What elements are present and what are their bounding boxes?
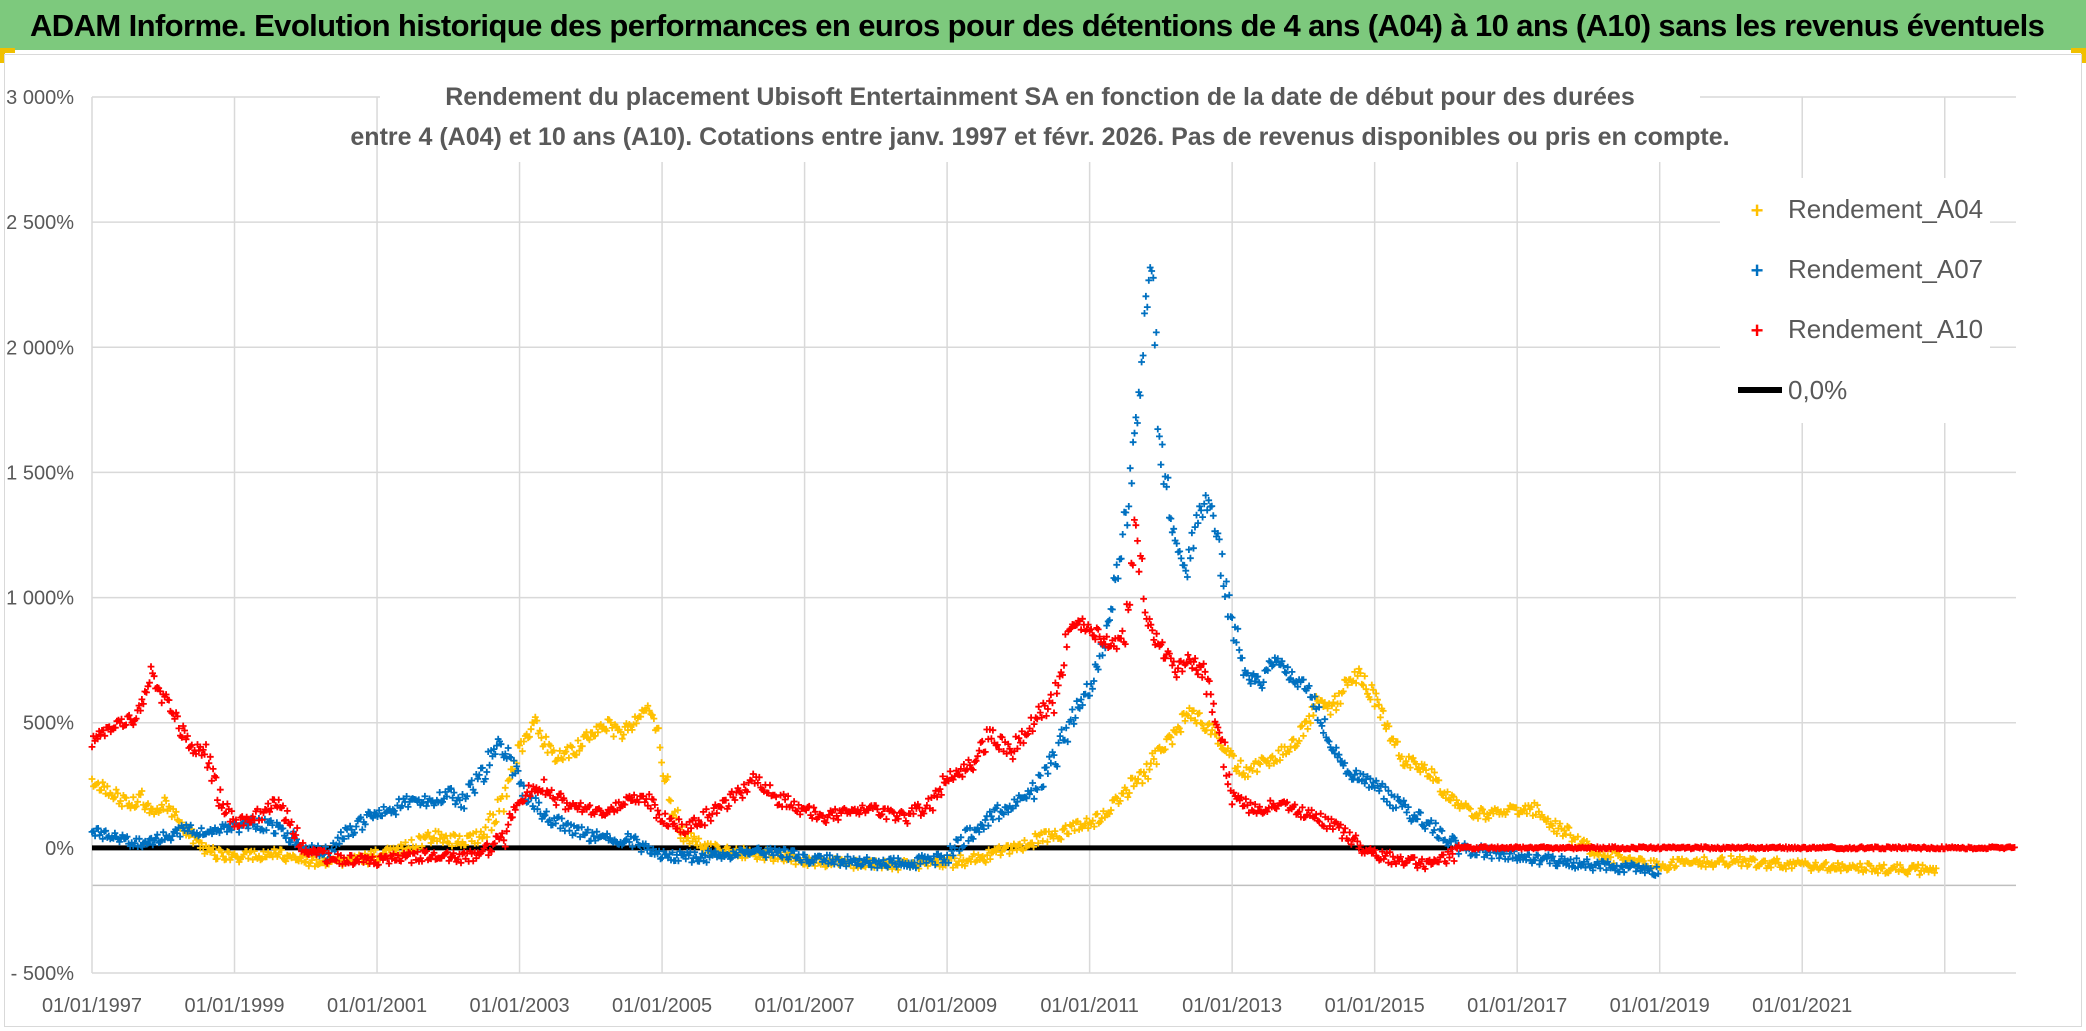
x-tick-label: 01/01/2017 (1467, 995, 1567, 1017)
legend: + Rendement_A04 + Rendement_A07 + Rendem… (1720, 178, 1990, 423)
legend-background (1720, 178, 1990, 423)
legend-marker-a10: + (1751, 318, 1764, 343)
chart-title-line1: Rendement du placement Ubisoft Entertain… (445, 83, 1635, 111)
series-marks-rendement_a07 (88, 264, 1662, 879)
x-tick-label: 01/01/2001 (327, 995, 427, 1017)
x-tick-label: 01/01/1999 (184, 995, 284, 1017)
x-tick-label: 01/01/2021 (1752, 995, 1852, 1017)
x-tick-label: 01/01/2003 (470, 995, 570, 1017)
corner-accent-left (0, 48, 15, 63)
header-title: ADAM Informe. Evolution historique des p… (30, 8, 2045, 43)
legend-label-a07: Rendement_A07 (1788, 254, 1983, 284)
legend-marker-a07: + (1751, 258, 1764, 283)
x-tick-label: 01/01/1997 (42, 995, 142, 1017)
legend-label-a04: Rendement_A04 (1788, 194, 1983, 224)
x-tick-label: 01/01/2009 (897, 995, 997, 1017)
y-tick-label: 500% (23, 713, 74, 735)
chart-title-line2: entre 4 (A04) et 10 ans (A10). Cotations… (350, 123, 1729, 151)
y-tick-label: 1 000% (6, 588, 74, 610)
series-rendement_a10 (88, 516, 2018, 873)
series-group (88, 264, 2018, 879)
x-tick-label: 01/01/2019 (1610, 995, 1710, 1017)
x-tick-label: 01/01/2011 (1040, 995, 1139, 1017)
legend-label-zero: 0,0% (1788, 375, 1847, 405)
x-tick-label: 01/01/2005 (612, 995, 712, 1017)
chart-frame (4, 54, 2082, 1027)
y-tick-label: - 500% (11, 963, 75, 985)
legend-label-a10: Rendement_A10 (1788, 314, 1983, 344)
y-tick-label: 0% (45, 838, 74, 860)
series-rendement_a07 (88, 264, 1662, 879)
y-tick-label: 1 500% (6, 462, 74, 484)
corner-accent-right (2071, 48, 2086, 63)
y-tick-label: 2 000% (6, 337, 74, 359)
axes-group: - 500% 0% 500% 1 000% 1 500% 2 000% 2 500% 3 00… (6, 87, 1852, 1017)
y-tick-label: 2 500% (6, 212, 74, 234)
x-tick-label: 01/01/2013 (1182, 995, 1282, 1017)
legend-marker-a04: + (1751, 198, 1764, 223)
x-tick-label: 01/01/2007 (755, 995, 855, 1017)
series-marks-rendement_a10 (88, 516, 2018, 873)
header-bar: ADAM Informe. Evolution historique des p… (0, 0, 2086, 52)
y-tick-label: 3 000% (6, 87, 74, 109)
x-tick-label: 01/01/2015 (1325, 995, 1425, 1017)
chart-title-background (380, 76, 1700, 162)
